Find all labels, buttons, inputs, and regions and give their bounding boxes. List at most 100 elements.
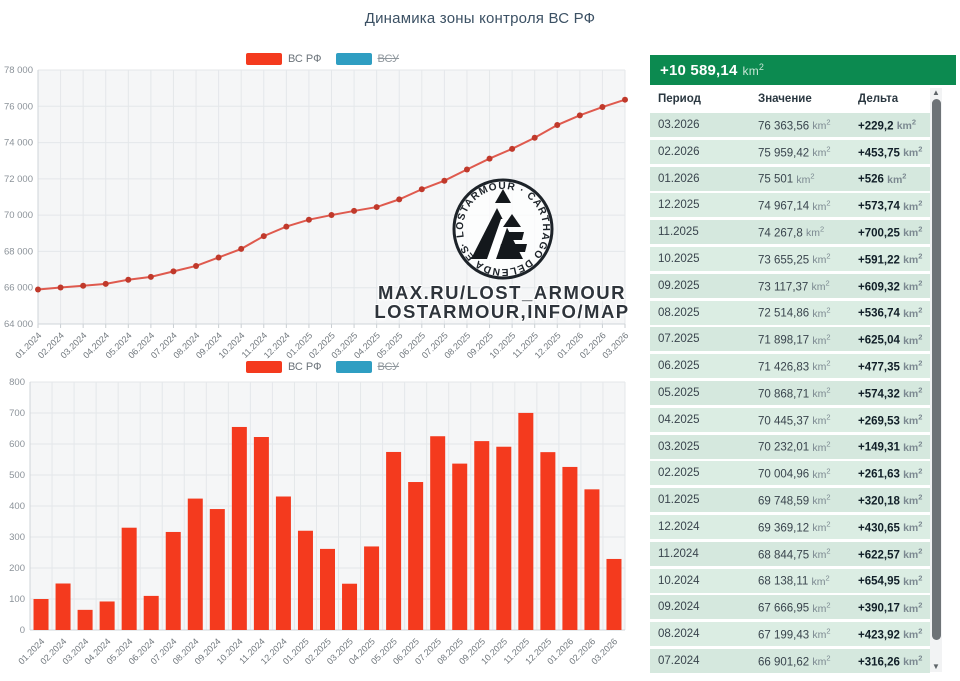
bar[interactable] xyxy=(55,583,71,631)
table-row: 12.2025 74 967,14 km2 +573,74 km2 xyxy=(650,193,930,218)
line-point[interactable] xyxy=(373,204,380,211)
legend-item-vsu[interactable]: ВСУ xyxy=(335,53,399,65)
bar[interactable] xyxy=(430,436,446,630)
bar[interactable] xyxy=(231,426,247,630)
control-zone-table-panel: +10 589,14 km2 Период Значение Дельта 03… xyxy=(650,55,956,673)
bar[interactable] xyxy=(606,558,622,630)
bar[interactable] xyxy=(518,412,534,630)
line-point[interactable] xyxy=(147,273,154,280)
cell-period: 04.2025 xyxy=(658,413,700,426)
total-gain-banner: +10 589,14 km2 xyxy=(650,55,956,85)
cell-period: 09.2025 xyxy=(658,279,700,292)
legend-item-vsrf[interactable]: ВС РФ xyxy=(245,361,322,373)
cell-delta: +573,74 km2 xyxy=(858,198,923,213)
table-row: 06.2025 71 426,83 km2 +477,35 km2 xyxy=(650,354,930,379)
scrollbar-thumb[interactable] xyxy=(931,99,941,640)
y-tick-label: 500 xyxy=(9,470,25,481)
line-point[interactable] xyxy=(554,122,561,129)
line-point[interactable] xyxy=(125,276,132,283)
table-row: 01.2026 75 501 km2 +526 km2 xyxy=(650,166,930,191)
line-point[interactable] xyxy=(328,212,335,219)
line-point[interactable] xyxy=(531,134,538,141)
legend-swatch-blue xyxy=(335,361,372,373)
bar[interactable] xyxy=(584,489,600,630)
line-point[interactable] xyxy=(260,233,267,240)
line-point[interactable] xyxy=(305,216,312,223)
line-point[interactable] xyxy=(102,280,109,287)
line-point[interactable] xyxy=(80,282,87,289)
cell-delta: +423,92 km2 xyxy=(858,626,923,642)
line-point[interactable] xyxy=(238,245,245,252)
line-point[interactable] xyxy=(418,186,425,193)
y-tick-label: 600 xyxy=(9,439,25,450)
line-point[interactable] xyxy=(215,254,222,261)
bar[interactable] xyxy=(165,531,181,630)
line-point[interactable] xyxy=(486,155,493,162)
bar[interactable] xyxy=(187,498,203,630)
bar[interactable] xyxy=(275,496,291,630)
bar[interactable] xyxy=(77,609,93,630)
line-point[interactable] xyxy=(576,112,583,119)
cell-value: 70 004,96 km2 xyxy=(758,466,831,481)
bar[interactable] xyxy=(474,441,490,630)
cell-delta: +574,32 km2 xyxy=(858,385,923,401)
line-point[interactable] xyxy=(35,286,41,293)
bar[interactable] xyxy=(562,466,578,630)
cell-delta: +269,53 km2 xyxy=(858,412,923,428)
scroll-down-icon[interactable]: ▼ xyxy=(932,662,940,671)
scroll-up-icon[interactable]: ▲ xyxy=(932,88,940,97)
line-point[interactable] xyxy=(396,196,403,203)
bar[interactable] xyxy=(496,446,512,630)
bar[interactable] xyxy=(121,527,137,630)
cell-delta: +390,17 km2 xyxy=(858,600,923,615)
line-point[interactable] xyxy=(351,207,358,214)
cell-period: 07.2025 xyxy=(658,333,700,346)
cell-value: 67 666,95 km2 xyxy=(758,600,831,615)
cell-delta: +453,75 km2 xyxy=(858,144,923,160)
bar[interactable] xyxy=(99,601,115,630)
table-row: 11.2025 74 267,8 km2 +700,25 km2 xyxy=(650,220,930,245)
cell-value: 73 655,25 km2 xyxy=(758,251,831,267)
bar[interactable] xyxy=(452,463,468,630)
col-delta: Дельта xyxy=(858,93,899,105)
cell-delta: +526 km2 xyxy=(858,171,907,186)
bar[interactable] xyxy=(408,482,424,630)
bar[interactable] xyxy=(342,583,358,630)
line-point[interactable] xyxy=(509,145,516,152)
line-point[interactable] xyxy=(193,262,200,269)
bar[interactable] xyxy=(143,595,159,630)
table-row: 08.2024 67 199,43 km2 +423,92 km2 xyxy=(650,622,930,647)
line-point[interactable] xyxy=(463,166,470,173)
line-point[interactable] xyxy=(599,104,606,111)
line-point[interactable] xyxy=(622,96,628,103)
y-tick-label: 66 000 xyxy=(4,283,33,294)
cell-value: 66 901,62 km2 xyxy=(758,653,831,669)
cell-value: 70 232,01 km2 xyxy=(758,439,831,454)
legend-label-vsrf: ВС РФ xyxy=(287,361,322,373)
bar[interactable] xyxy=(253,437,269,630)
cell-period: 11.2025 xyxy=(658,226,699,239)
y-tick-label: 64 000 xyxy=(4,319,33,330)
bar[interactable] xyxy=(386,451,402,630)
y-tick-label: 68 000 xyxy=(4,246,33,257)
line-point[interactable] xyxy=(441,177,448,184)
bar[interactable] xyxy=(364,546,380,630)
bar[interactable] xyxy=(540,452,556,630)
table-rows: 03.2026 76 363,56 km2 +229,2 km2 02.2026 75 … xyxy=(650,113,930,673)
bar[interactable] xyxy=(209,509,225,630)
line-point[interactable] xyxy=(283,223,290,230)
bar[interactable] xyxy=(320,548,335,630)
table-row: 12.2024 69 369,12 km2 +430,65 km2 xyxy=(650,514,930,539)
line-point[interactable] xyxy=(57,284,64,291)
cell-value: 71 426,83 km2 xyxy=(758,358,831,374)
bar[interactable] xyxy=(297,530,313,630)
col-period: Период xyxy=(658,93,701,105)
total-gain-value: +10 589,14 xyxy=(660,61,738,79)
cell-value: 75 959,42 km2 xyxy=(758,144,831,160)
table-row: 04.2025 70 445,37 km2 +269,53 km2 xyxy=(650,407,930,432)
line-point[interactable] xyxy=(170,268,177,275)
bar[interactable] xyxy=(33,599,49,630)
table-scrollbar[interactable]: ▲ ▼ xyxy=(930,88,942,672)
legend-item-vsu[interactable]: ВСУ xyxy=(335,361,399,373)
legend-item-vsrf[interactable]: ВС РФ xyxy=(245,53,322,65)
